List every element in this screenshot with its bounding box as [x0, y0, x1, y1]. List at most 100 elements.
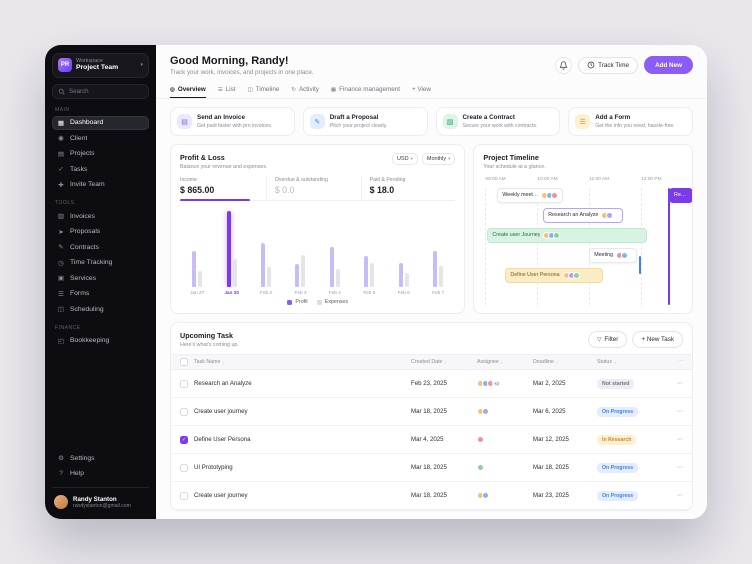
user-profile[interactable]: Randy Stanton randystanton@gmail.com	[52, 493, 149, 511]
tab-finance-management[interactable]: ▦ Finance management	[331, 82, 400, 98]
expenses-bar[interactable]	[404, 272, 409, 287]
column-header-created-date[interactable]: Created Date ↕	[411, 359, 477, 365]
deadline-cell: Mar 12, 2025	[533, 436, 569, 443]
sidebar-item-projects[interactable]: ▤ Projects	[52, 147, 149, 162]
profit-bar[interactable]	[398, 262, 403, 287]
row-checkbox[interactable]	[180, 407, 188, 416]
expenses-bar[interactable]	[439, 266, 444, 287]
profit-bar[interactable]	[433, 250, 438, 287]
row-checkbox[interactable]	[180, 463, 188, 472]
table-row[interactable]: UI Prototyping Mar 18, 2025 Mar 18, 2025 On…	[171, 454, 692, 482]
stat-value: $ 0.0	[274, 184, 295, 195]
track-time-button[interactable]: Track Time	[578, 56, 639, 74]
period-select[interactable]: Monthly ▾	[421, 153, 456, 165]
row-menu-icon[interactable]: ⋯	[676, 408, 683, 415]
column-header-deadline[interactable]: Deadline ↕	[533, 359, 597, 365]
sidebar-item-bookkeeping[interactable]: ◰ Bookkeeping	[52, 334, 149, 349]
expenses-bar[interactable]	[198, 270, 203, 287]
table-row[interactable]: Create user journey Mar 18, 2025 Mar 6, 20…	[171, 398, 692, 426]
row-menu-icon[interactable]: ⋯	[676, 380, 683, 387]
user-name: Randy Stanton	[73, 495, 117, 503]
timeline-event-meeting[interactable]: Meeting	[589, 247, 638, 263]
quick-action-create-a-contract[interactable]: ▨ Create a Contract Secure your work with …	[435, 107, 561, 136]
header-checkbox[interactable]	[180, 358, 188, 366]
tab-view[interactable]: + View	[412, 82, 431, 98]
sidebar-item-client[interactable]: ◉ Client	[52, 131, 149, 146]
stat-paid-pending[interactable]: Paid & Pending $ 18.0	[360, 176, 456, 200]
timeline-event-research-an-analyze[interactable]: Research an Analyze	[543, 207, 624, 223]
sidebar-item-invite-team[interactable]: ✚ Invite Team	[52, 178, 149, 193]
tasks-icon: ✓	[58, 166, 64, 174]
row-menu-icon[interactable]: ⋯	[676, 464, 683, 471]
notifications-button[interactable]	[555, 56, 573, 74]
sidebar-item-proposals[interactable]: ➤ Proposals	[52, 225, 149, 240]
tab-list[interactable]: ☰ List	[218, 82, 236, 98]
tab-timeline[interactable]: ◫ Timeline	[248, 82, 280, 98]
profit-bar[interactable]	[261, 242, 266, 287]
search-input[interactable]: Search	[52, 83, 149, 99]
profit-bar[interactable]	[295, 264, 300, 287]
legend-swatch	[287, 299, 293, 305]
sidebar-item-help[interactable]: ? Help	[52, 467, 149, 482]
sidebar-item-time-tracking[interactable]: ◷ Time Tracking	[52, 256, 149, 271]
quick-action-add-a-form[interactable]: ☰ Add a Form Get the info you need, hassle…	[568, 107, 693, 136]
currency-select[interactable]: USD ▾	[392, 153, 418, 165]
tab-activity[interactable]: ↻ Activity	[291, 82, 319, 98]
profit-bar[interactable]	[329, 246, 334, 287]
stat-income[interactable]: Income $ 865.00	[180, 177, 266, 201]
new-task-button[interactable]: + New Task	[632, 331, 683, 348]
row-menu-icon[interactable]: ⋯	[676, 492, 683, 499]
add-new-button[interactable]: Add New	[644, 56, 693, 74]
sidebar-item-settings[interactable]: ⚙ Settings	[52, 451, 149, 466]
expenses-bar[interactable]	[335, 269, 340, 287]
row-checkbox[interactable]	[180, 379, 188, 388]
filter-button[interactable]: ▽ Filter	[588, 331, 628, 348]
services-icon: ▣	[57, 275, 65, 283]
header-menu-icon[interactable]: ⋯	[677, 359, 683, 365]
status-cell: Not started	[597, 378, 669, 389]
sidebar-item-services[interactable]: ▣ Services	[52, 271, 149, 286]
sidebar-item-label: Invite Team	[70, 181, 105, 189]
expenses-bar[interactable]	[301, 254, 306, 287]
profit-bar[interactable]	[364, 256, 369, 287]
expenses-bar[interactable]	[267, 266, 272, 287]
quick-action-send-an-invoice[interactable]: ▤ Send an Invoice Get paid faster with pro…	[170, 107, 295, 136]
timeline-event-research[interactable]: Research…	[669, 187, 693, 203]
stat-overdue-outstanding[interactable]: Overdue & outstanding $ 0.0	[265, 176, 361, 200]
chart-x-label: Jan 30	[224, 290, 239, 295]
table-row[interactable]: ✓ Define User Persona Mar 4, 2025 Mar 12, 2…	[171, 426, 692, 454]
sidebar-item-dashboard[interactable]: ▦ Dashboard	[52, 115, 149, 131]
timeline-event-weekly-meeting[interactable]: Weekly meeting	[497, 187, 564, 203]
row-checkbox[interactable]: ✓	[180, 435, 188, 444]
tab-overview[interactable]: ◎ Overview	[170, 82, 206, 98]
task-name-cell: Define User Persona	[194, 436, 251, 443]
clock-icon	[587, 61, 595, 69]
chart-group: Feb 4	[318, 207, 352, 295]
timeline-body: Weekly meeting Research… Research an Analy…	[483, 187, 693, 305]
profit-bar[interactable]	[192, 250, 197, 287]
column-header-status[interactable]: Status ↕	[597, 359, 669, 365]
sidebar-item-scheduling[interactable]: ◫ Scheduling	[52, 302, 149, 317]
expenses-bar[interactable]	[232, 258, 237, 287]
chevron-updown-icon: ▾	[140, 62, 143, 69]
quick-action-draft-a-proposal[interactable]: ✎ Draft a Proposal Pitch your project clea…	[302, 107, 428, 136]
sidebar-item-invoices[interactable]: ▥ Invoices	[52, 209, 149, 224]
column-header-assignee[interactable]: Assignee ↕	[477, 359, 533, 365]
sort-icon: ↕	[614, 359, 617, 365]
table-row[interactable]: Create user journey Mar 18, 2025 Mar 23, 2…	[171, 482, 692, 510]
sidebar-item-tasks[interactable]: ✓ Tasks	[52, 162, 149, 177]
row-checkbox[interactable]	[180, 491, 188, 500]
column-header-task-name[interactable]: Task Name ↕	[194, 359, 411, 365]
chart-bars	[398, 207, 409, 287]
table-row[interactable]: Research an Analyze Feb 23, 2025 +2 Mar 2, …	[171, 370, 692, 398]
divider	[52, 487, 149, 488]
timeline-event-define-user-persona[interactable]: Define User Persona	[505, 267, 604, 283]
timeline-event-create-user-journey[interactable]: Create user Journey	[487, 227, 648, 243]
sidebar-item-forms[interactable]: ☰ Forms	[52, 287, 149, 302]
workspace-switcher[interactable]: PR Workspace Project Team ▾	[52, 53, 149, 78]
tab-icon: ↻	[291, 86, 296, 93]
sidebar-item-contracts[interactable]: ✎ Contracts	[52, 240, 149, 255]
row-menu-icon[interactable]: ⋯	[676, 436, 683, 443]
expenses-bar[interactable]	[370, 262, 375, 287]
profit-bar[interactable]	[226, 210, 231, 287]
